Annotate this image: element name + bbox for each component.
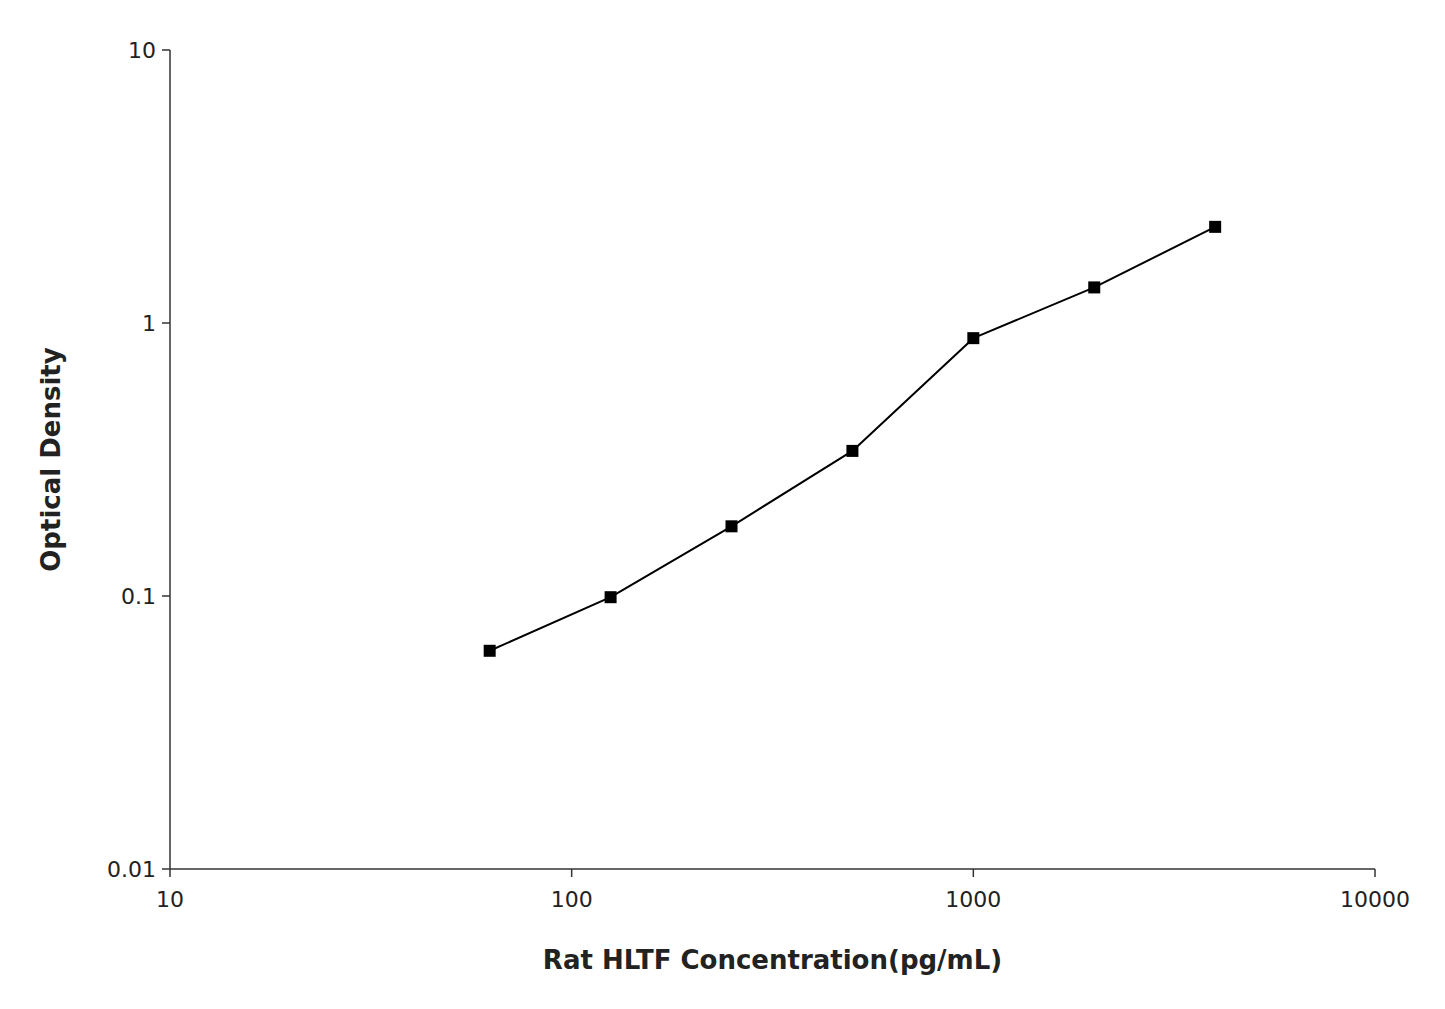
y-tick xyxy=(162,49,170,51)
x-tick xyxy=(973,869,975,877)
y-tick xyxy=(162,322,170,324)
x-axis-line xyxy=(170,868,1375,870)
chart-svg: 10 100 1000 10000 0.01 0.1 1 10 Rat HLTF Concent… xyxy=(0,0,1445,1009)
data-line xyxy=(490,227,1215,651)
data-point xyxy=(484,645,496,657)
page: {"chart_data": {"type": "line", "x": [62… xyxy=(0,0,1445,1009)
data-point xyxy=(967,332,979,344)
x-tick xyxy=(571,869,573,877)
axes: 10 100 1000 10000 0.01 0.1 1 10 xyxy=(107,38,1410,913)
chart-container: 10 100 1000 10000 0.01 0.1 1 10 Rat HLTF Concent… xyxy=(0,0,1445,1009)
y-tick xyxy=(162,868,170,870)
x-tick xyxy=(1374,869,1376,877)
x-tick-label: 100 xyxy=(551,887,593,912)
y-tick-label: 0.1 xyxy=(121,584,156,609)
data-point xyxy=(1088,281,1100,293)
y-tick-label: 0.01 xyxy=(107,857,156,882)
y-axis-line xyxy=(169,50,171,869)
x-tick-label: 10000 xyxy=(1340,887,1410,912)
plot-area: 10 100 1000 10000 0.01 0.1 1 10 Rat HLTF Concent… xyxy=(36,38,1410,976)
y-tick-label: 1 xyxy=(142,311,156,336)
data-point xyxy=(846,445,858,457)
y-tick xyxy=(162,595,170,597)
x-tick xyxy=(169,869,171,877)
y-tick-label: 10 xyxy=(128,38,156,63)
y-axis-label: Optical Density xyxy=(36,347,66,572)
x-axis-label: Rat HLTF Concentration(pg/mL) xyxy=(543,945,1002,975)
data-point xyxy=(1209,221,1221,233)
x-tick-label: 10 xyxy=(156,887,184,912)
data-layer xyxy=(484,221,1221,657)
data-point xyxy=(726,520,738,532)
x-tick-label: 1000 xyxy=(945,887,1001,912)
data-point xyxy=(605,591,617,603)
